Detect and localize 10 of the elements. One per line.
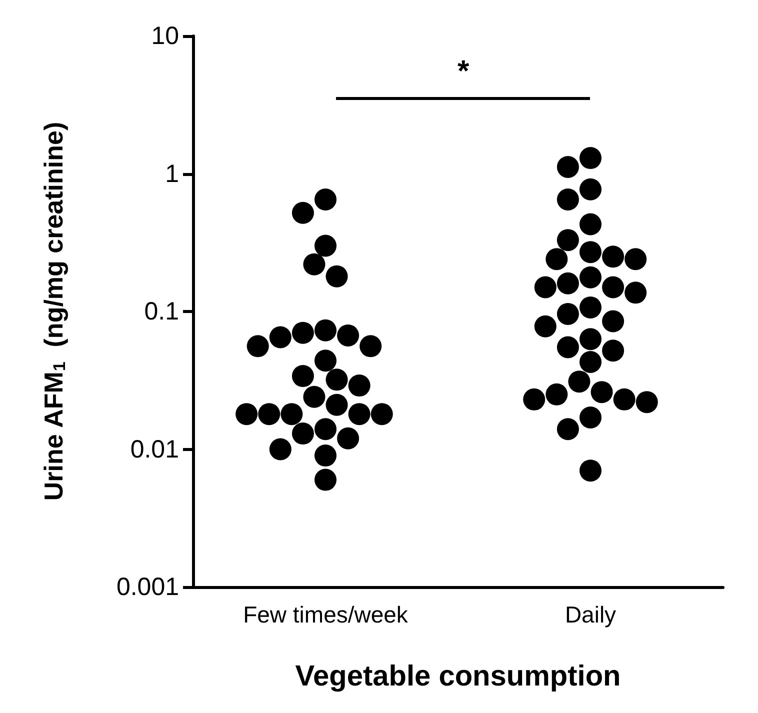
y-axis-title: Urine AFM1 (ng/mg creatinine) [38,122,69,501]
y-tick-label: 0.001 [116,573,179,601]
y-tick-label: 0.1 [144,298,179,326]
x-tick-label: Daily [564,602,617,628]
y-tick-label: 10 [151,22,179,50]
y-tick-label: 1 [165,160,179,188]
x-tick-label: Few times/week [243,602,408,628]
y-tick-label: 0.01 [130,435,179,464]
x-axis-title: Vegetable consumption [295,660,621,692]
annotation: * [456,54,470,89]
